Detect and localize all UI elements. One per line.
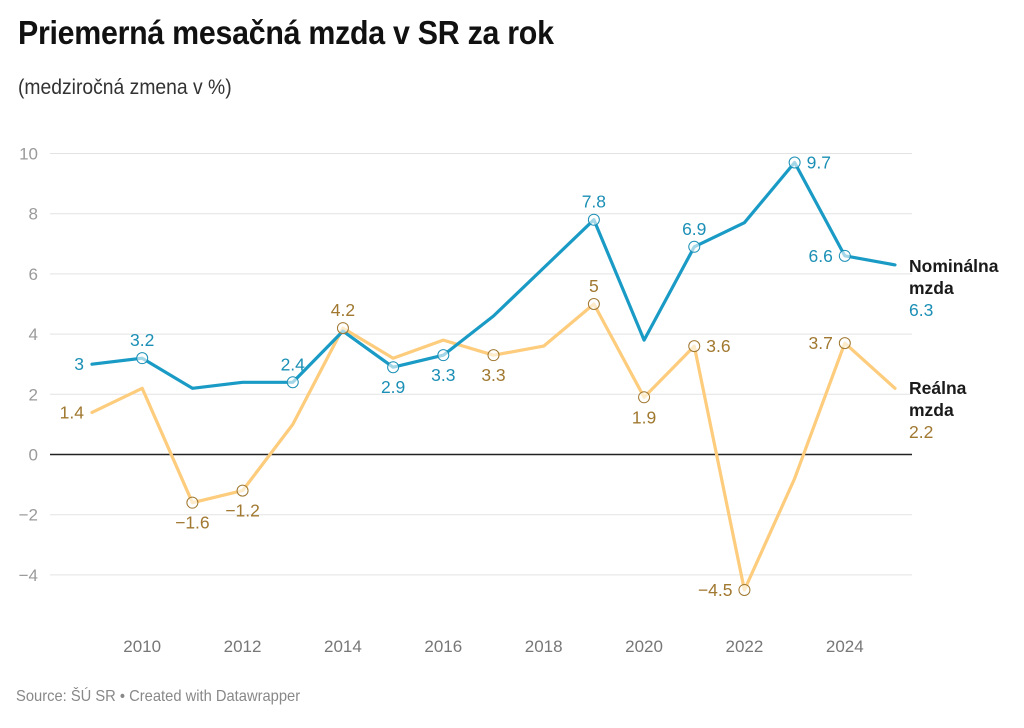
data-point-marker-real <box>638 391 651 404</box>
data-point-marker-nominal <box>286 376 299 389</box>
legend-label-real: Reálna <box>909 378 967 398</box>
y-tick-label: 8 <box>29 205 38 224</box>
data-label-real: 3.7 <box>808 333 832 353</box>
data-label-nominal: 3.2 <box>130 330 154 350</box>
legend-end-value-nominal: 6.3 <box>909 300 933 320</box>
legend-label-nominal: Nominálna <box>909 256 999 276</box>
data-label-real: −4.5 <box>698 580 733 600</box>
data-point-marker-real <box>688 340 701 353</box>
data-point-marker-nominal <box>788 156 801 169</box>
data-point-marker-nominal <box>136 352 149 365</box>
y-tick-label: 6 <box>29 265 38 284</box>
series-line-nominal <box>90 160 897 390</box>
x-tick-label: 2012 <box>224 637 262 656</box>
data-label-real: 1.4 <box>60 402 85 422</box>
y-axis: −4 −2 0 2 4 6 8 10 <box>19 145 38 585</box>
x-tick-label: 2024 <box>826 637 864 656</box>
y-tick-label: −2 <box>19 506 38 525</box>
data-label-nominal: 2.9 <box>381 377 405 397</box>
chart-title: Priemerná mesačná mzda v SR za rok <box>18 14 554 51</box>
data-point-marker-nominal <box>587 213 600 226</box>
x-axis: 2010 2012 2014 2016 2018 2020 2022 2024 <box>123 637 863 656</box>
x-tick-label: 2022 <box>726 637 764 656</box>
data-point-marker-real <box>236 484 249 497</box>
data-label-real: 4.2 <box>331 300 355 320</box>
data-label-real: 3.6 <box>706 336 730 356</box>
annotations-layer: 3 3.2 2.4 2.9 3.3 7.8 6.9 9.7 6.6 1.4 −1.6 −1.2 4.2 3… <box>60 153 851 600</box>
data-point-marker-real <box>838 337 851 350</box>
data-label-real: −1.2 <box>225 501 260 521</box>
data-point-marker-real <box>487 349 500 362</box>
data-point-marker-nominal <box>387 361 400 374</box>
data-point-marker-nominal <box>838 249 851 262</box>
chart-subtitle: (medziročná zmena v %) <box>18 76 232 99</box>
y-tick-label: −4 <box>19 566 38 585</box>
data-point-marker-real <box>738 583 751 596</box>
y-tick-label: 10 <box>19 145 38 164</box>
x-tick-label: 2020 <box>625 637 663 656</box>
y-tick-label: 0 <box>29 446 38 465</box>
source-note: Source: ŠÚ SR • Created with Datawrapper <box>16 688 301 705</box>
data-label-real: 1.9 <box>632 407 656 427</box>
data-label-nominal: 9.7 <box>807 153 831 173</box>
data-label-real: −1.6 <box>175 513 210 533</box>
data-label-nominal: 3.3 <box>431 365 455 385</box>
legend-label-real: mzda <box>909 400 954 420</box>
data-label-nominal: 2.4 <box>281 354 306 374</box>
y-tick-label: 4 <box>29 325 38 344</box>
data-point-marker-real <box>587 298 600 310</box>
data-label-nominal: 3 <box>74 354 84 374</box>
data-point-marker-nominal <box>688 240 701 253</box>
x-tick-label: 2016 <box>424 637 462 656</box>
grid-lines <box>50 153 912 576</box>
data-label-real: 5 <box>589 276 599 296</box>
x-tick-label: 2014 <box>324 637 362 656</box>
series-line-real <box>90 302 897 592</box>
data-point-marker-nominal <box>437 349 450 362</box>
data-label-nominal: 7.8 <box>582 192 606 212</box>
data-label-nominal: 6.9 <box>682 219 706 239</box>
data-point-marker-real <box>186 496 199 509</box>
y-tick-label: 2 <box>29 385 38 404</box>
data-label-nominal: 6.6 <box>808 246 832 266</box>
data-point-marker-real <box>336 322 349 335</box>
legend-label-nominal: mzda <box>909 278 954 298</box>
x-tick-label: 2010 <box>123 637 161 656</box>
data-label-real: 3.3 <box>481 365 505 385</box>
legend-end-value-real: 2.2 <box>909 422 933 442</box>
x-tick-label: 2018 <box>525 637 563 656</box>
